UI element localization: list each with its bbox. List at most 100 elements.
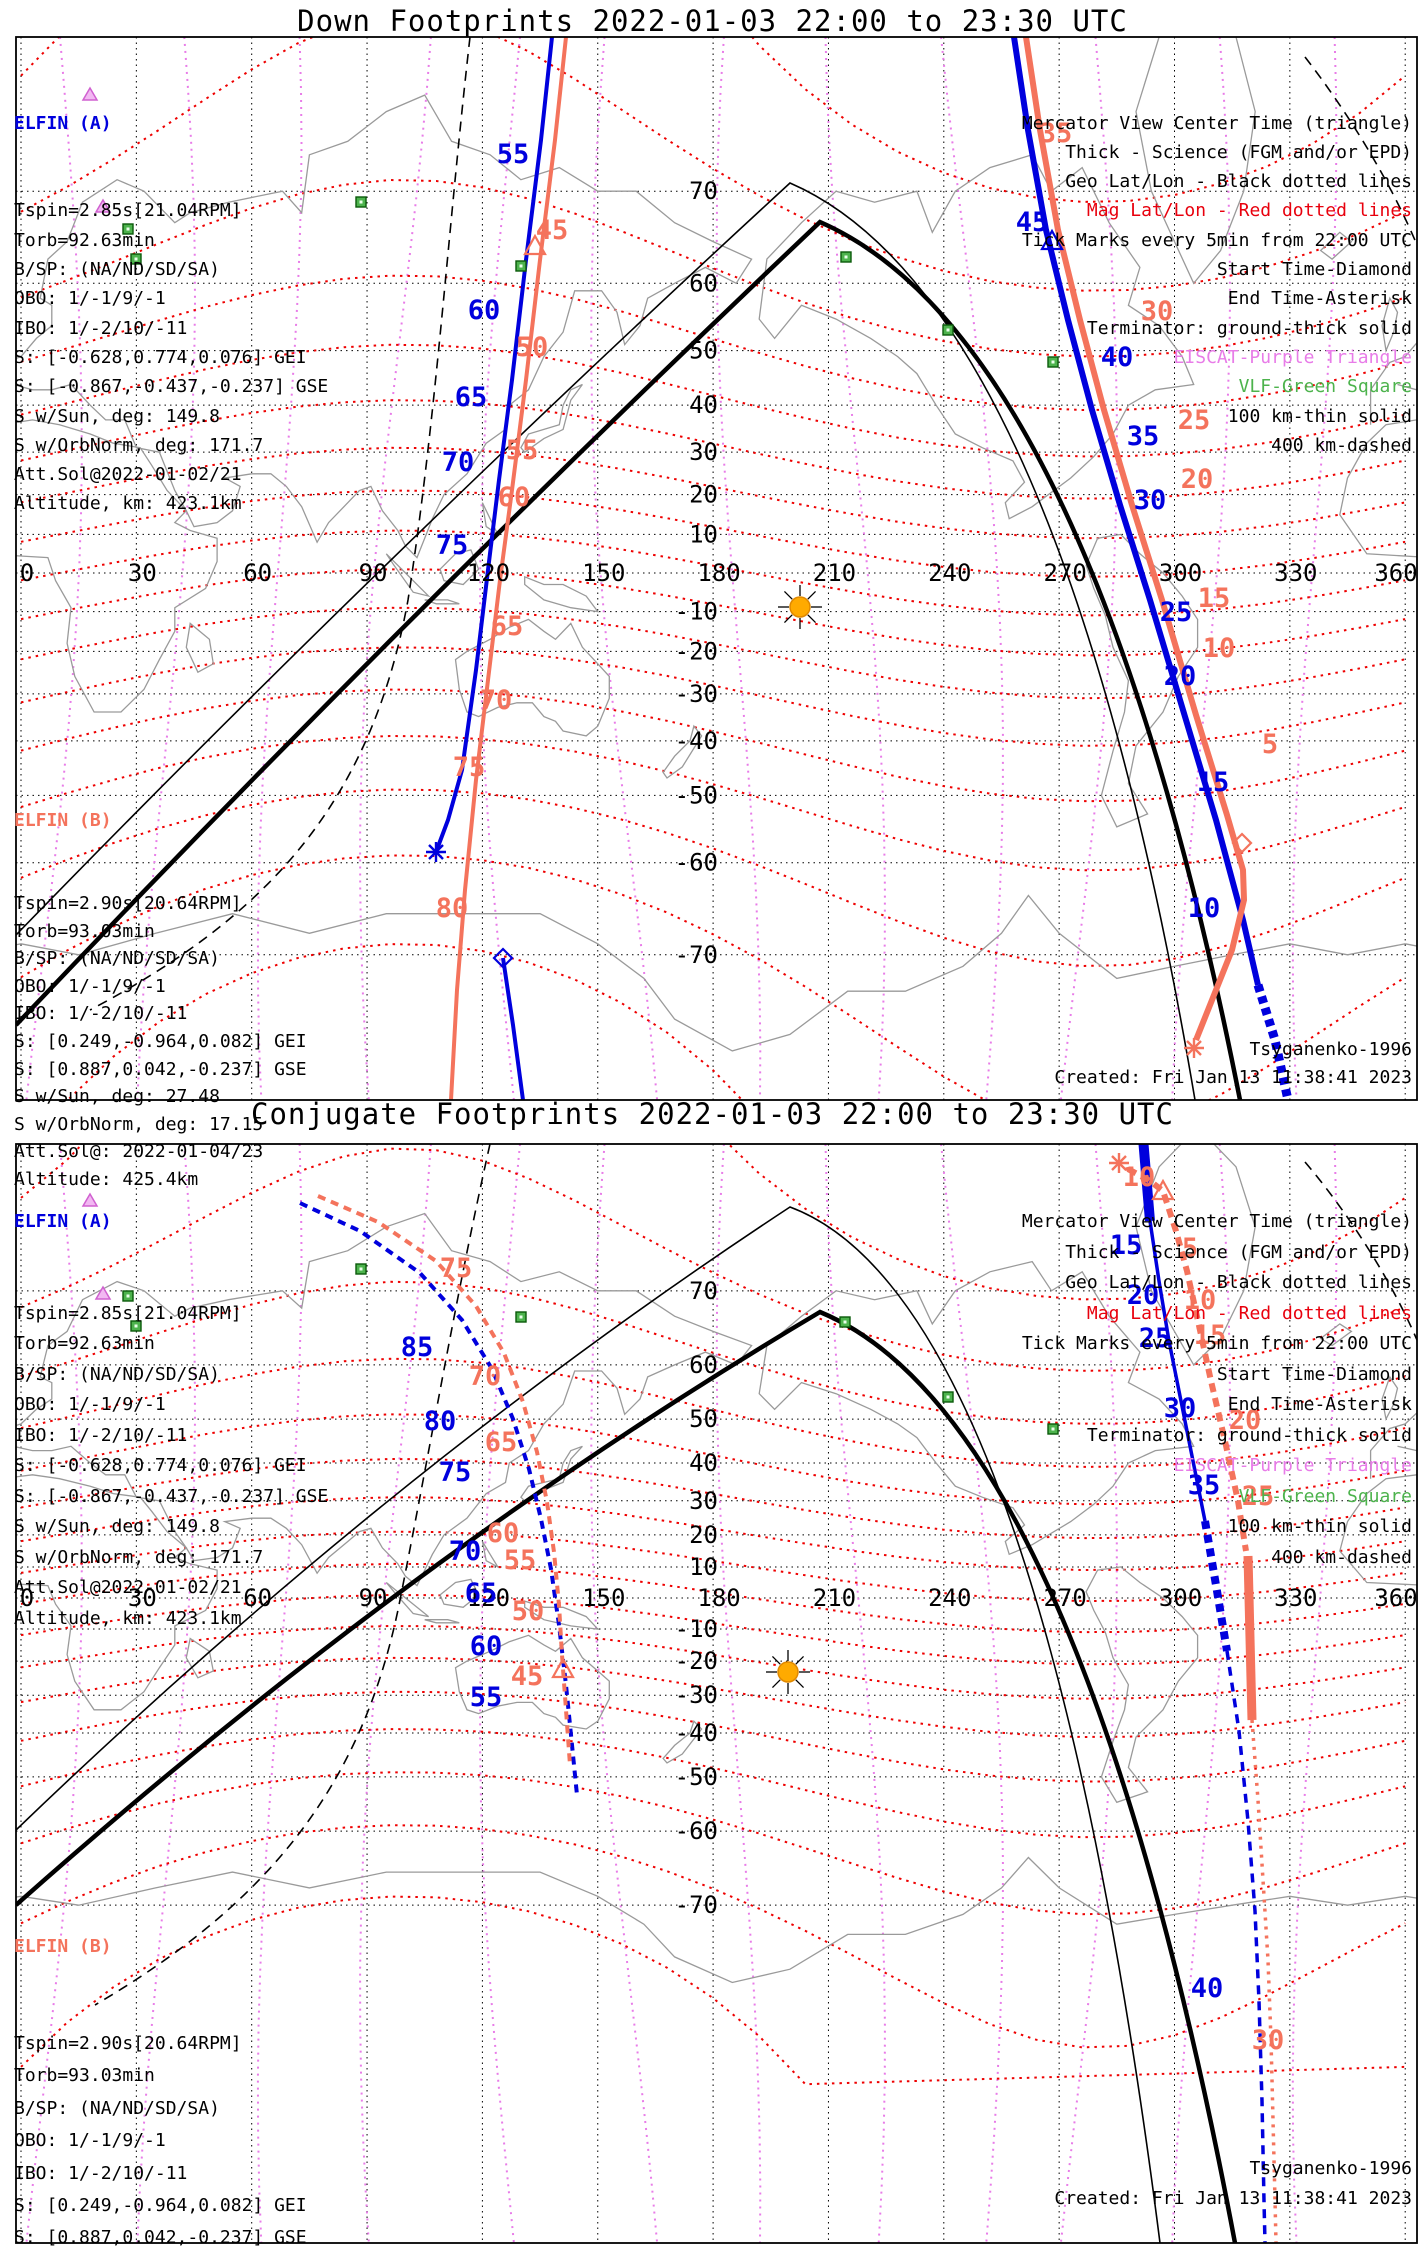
mag-lat-grid-line (20, 1144, 1406, 1301)
text-line: IBO: 1/-2/10/-11 (14, 1003, 188, 1025)
lon-axis-label: 90 (359, 1584, 388, 1612)
mag-lon-grid-line (256, 37, 303, 1100)
asterisk-stroke (1111, 1155, 1127, 1171)
track-elfin-a (434, 37, 554, 853)
lat-axis-label: -60 (675, 849, 718, 877)
track-maglat-label: 55 (506, 435, 539, 466)
text-line: S w/Sun, deg: 27.48 (14, 1086, 220, 1108)
elfin-a-header: ELFIN (A) (14, 112, 112, 134)
track-maglat-label: 15 (1110, 1230, 1143, 1261)
mag-lon-grid-line (479, 1144, 521, 2243)
lon-axis-label: 180 (697, 559, 740, 587)
text-line: 400 km-dashed (1271, 434, 1412, 456)
mag-lon-grid-line (1059, 1144, 1118, 2243)
text-line: Start Time-Diamond (1216, 1363, 1412, 1385)
track-elfin-a (1225, 1650, 1267, 2243)
lon-axis-label: 150 (582, 559, 625, 587)
lat-axis-label: -50 (675, 1763, 718, 1791)
track-maglat-label: 10 (1188, 893, 1221, 924)
sun-ray (795, 1655, 805, 1665)
text-line: Tspin=2.85s[21.04RPM] (14, 1302, 242, 1324)
coastline (439, 549, 480, 586)
text-line: Geo Lat/Lon - Black dotted lines (1065, 1272, 1412, 1293)
lat-axis-label: -60 (675, 1817, 718, 1845)
coastline (662, 724, 703, 779)
text-line: End Time-Asterisk (1227, 288, 1412, 310)
coastline (0, 298, 13, 350)
coastline (185, 622, 215, 674)
track-maglat-label: 50 (516, 332, 549, 363)
terminator-curve (89, 37, 471, 1011)
track-maglat-label: 85 (401, 1332, 434, 1363)
mag-lat-grid-line (20, 788, 1406, 968)
text-line: OBO: 1/-1/9/-1 (14, 975, 166, 997)
text-line: OBO: 1/-1/9/-1 (14, 288, 166, 310)
panel2-credit-created: Created: Fri Jan 13 11:38:41 2023 (1054, 2188, 1412, 2209)
terminator-curve (1304, 1161, 1417, 1341)
coastline (385, 553, 431, 598)
vlf-square-dot (519, 1315, 523, 1319)
lon-axis-label: 30 (128, 1584, 157, 1612)
lat-axis-label: -10 (675, 1615, 718, 1643)
lat-axis-label: -30 (675, 1681, 718, 1709)
mag-lon-grid-line (359, 1144, 432, 2243)
asterisk-stroke (1186, 1040, 1202, 1056)
text-line: S: [0.249,-0.964,0.082] GEI (14, 2195, 307, 2217)
panel2-title: Conjugate Footprints 2022-01-03 22:00 to… (251, 1097, 1174, 1131)
mag-lon-grid-line (136, 37, 197, 1100)
track-maglat-label: 30 (1134, 485, 1167, 516)
coastline (20, 894, 1406, 1052)
text-line: Torb=93.03min (14, 920, 155, 942)
elfin-a-lines: Tspin=2.85s[21.04RPM] Torb=92.63min B/SP: … (14, 196, 328, 518)
mag-lon-grid-line (824, 37, 886, 1100)
text-line: S w/OrbNorm, deg: 17.15 (14, 1113, 264, 1135)
vlf-square-dot (134, 257, 138, 261)
vlf-square-dot (359, 200, 363, 204)
vlf-square-dot (519, 264, 523, 268)
terminator-curve (94, 1144, 491, 2006)
coastline (439, 1578, 480, 1608)
track-maglat-label: 70 (469, 1361, 502, 1392)
vlf-square-dot (946, 1395, 950, 1399)
coastline (454, 618, 610, 737)
coastline (1381, 1375, 1399, 1422)
lat-axis-label: -30 (675, 680, 718, 708)
mag-lon-grid-line (940, 37, 1004, 1100)
track-maglat-label: 15 (1197, 767, 1230, 798)
track-maglat-label: 50 (512, 1596, 545, 1627)
mag-lat-grid-line (20, 688, 1406, 803)
elfin-b-header: ELFIN (B) (14, 1935, 112, 1957)
mag-lon-grid-line (359, 37, 432, 1100)
mag-lat-grid-line (20, 343, 1406, 458)
vlf-square-dot (126, 227, 130, 231)
text-line: Tspin=2.90s[20.64RPM] (14, 892, 242, 914)
mag-lat-grid-line (20, 734, 1406, 872)
coastline (16, 1212, 753, 1587)
track-maglat-label: 40 (1101, 342, 1134, 373)
coastline (1085, 1566, 1199, 1804)
mag-lon-grid-line (479, 37, 521, 1100)
lat-axis-label: 50 (689, 1405, 718, 1433)
vlf-square-dot (843, 1320, 847, 1324)
lon-axis-label: 360 (1374, 559, 1417, 587)
track-maglat-label: 35 (1040, 118, 1073, 149)
terminator-curve (16, 219, 1243, 1100)
text-line: OBO: 1/-1/9/-1 (14, 2130, 166, 2152)
text-line: OBO: 1/-1/9/-1 (14, 1394, 166, 1415)
track-maglat-label: 45 (1016, 207, 1049, 238)
mag-lat-grid-line (20, 529, 1406, 617)
eiscat-triangle-icon (94, 198, 112, 213)
terminator-curve (16, 1206, 1161, 2243)
lon-axis-label: 180 (697, 1584, 740, 1612)
lon-axis-label: 360 (1374, 1584, 1417, 1612)
coastline (481, 1541, 500, 1569)
text-line: EISCAT-Purple Triangle (1173, 346, 1412, 368)
track-maglat-label: 80 (436, 893, 469, 924)
coastline (16, 94, 753, 559)
mag-lat-grid-line (20, 646, 1406, 747)
text-line: S: [-0.628,0.774,0.076] GEI (14, 1455, 307, 1476)
eiscat-triangle-icon (81, 1192, 99, 1207)
lon-axis-label: 240 (928, 1584, 971, 1612)
vlf-square-dot (844, 255, 848, 259)
lon-axis-label: 0 (20, 559, 34, 587)
